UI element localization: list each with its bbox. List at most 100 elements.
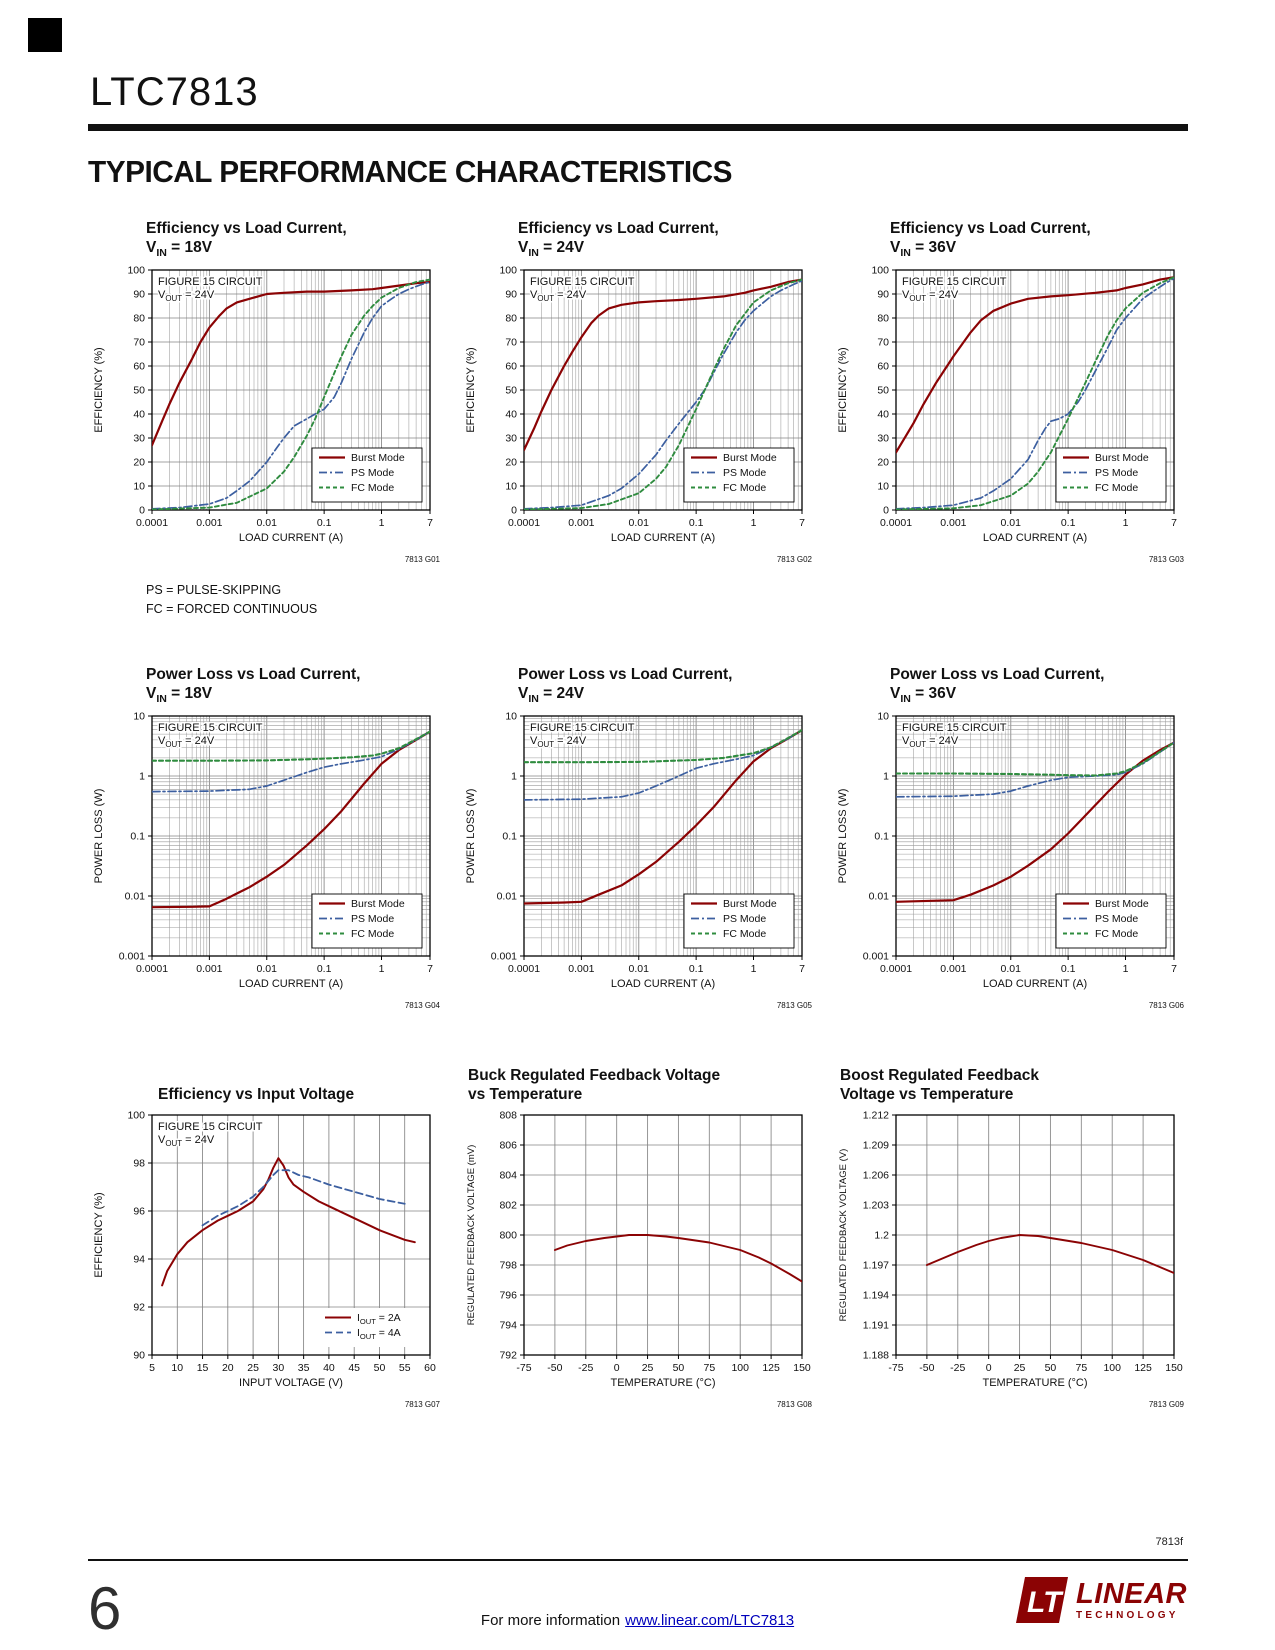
x-axis-label: LOAD CURRENT (A)	[983, 532, 1087, 544]
y-tick-label: 96	[133, 1205, 145, 1217]
y-tick-label: 50	[133, 385, 145, 397]
plot-border	[151, 1114, 431, 1356]
legend-label: Burst Mode	[1095, 452, 1149, 464]
y-tick-label: 50	[877, 385, 889, 397]
chart-title: Power Loss vs Load Current, VIN = 24V	[518, 665, 733, 705]
legend-label: PS Mode	[351, 467, 394, 479]
chart-canvas-efficiency-vin-24v: 0.0001 0.001 0.01 0.1 1 701020304050607080901…	[465, 265, 813, 565]
y-tick-label: 792	[499, 1349, 517, 1361]
y-tick-label: 0.01	[497, 890, 518, 902]
header-rule	[88, 124, 1188, 131]
chart-canvas-power-loss-vin-24v: 0.0001 0.001 0.01 0.1 1 70.0010.010.1110LOAD …	[465, 710, 813, 1010]
chart-boost-feedback-vs-temperature: Boost Regulated Feedback Voltage vs Tempe…	[832, 1061, 1188, 1418]
chart-title: Efficiency vs Input Voltage	[158, 1085, 355, 1103]
y-tick-label: 92	[133, 1301, 145, 1313]
x-tick-label: 1	[751, 517, 757, 529]
page-corner-mark	[28, 18, 62, 52]
y-tick-label: 808	[499, 1109, 517, 1121]
x-tick-label: 15	[197, 1362, 209, 1374]
y-tick-label: 10	[133, 710, 145, 722]
y-tick-label: 0.1	[502, 830, 517, 842]
y-tick-label: 80	[877, 313, 889, 325]
x-tick-label: 25	[247, 1362, 259, 1374]
linear-technology-logo: LT LINEAR TECHNOLOGY	[1015, 1576, 1187, 1624]
y-tick-label: 80	[133, 313, 145, 325]
chart-efficiency-vin-36v: Efficiency vs Load Current, VIN = 36V 0.00…	[832, 216, 1188, 620]
y-tick-label: 20	[877, 457, 889, 469]
footer-info: For more information www.linear.com/LTC78…	[0, 1612, 1275, 1629]
chart-canvas-efficiency-vin-18v: 0.0001 0.001 0.01 0.1 1 701020304050607080901…	[93, 265, 441, 565]
y-axis-label: REGULATED FEEDBACK VOLTAGE (mV)	[466, 1144, 477, 1325]
x-tick-label: 1	[1123, 517, 1129, 529]
chart-title: Efficiency vs Load Current, VIN = 24V	[518, 220, 719, 260]
y-tick-label: 0.001	[491, 950, 517, 962]
chart-annotation: FIGURE 15 CIRCUIT	[158, 1121, 263, 1133]
x-tick-label: 10	[171, 1362, 183, 1374]
y-tick-label: 90	[505, 289, 517, 301]
y-tick-label: 1	[883, 770, 889, 782]
legend-label: Burst Mode	[723, 452, 777, 464]
y-tick-label: 30	[877, 433, 889, 445]
y-tick-label: 1.209	[863, 1139, 889, 1151]
x-tick-label: 150	[1165, 1362, 1183, 1374]
y-tick-label: 50	[505, 385, 517, 397]
y-tick-label: 70	[133, 337, 145, 349]
y-axis-label: POWER LOSS (W)	[465, 788, 477, 883]
chart-annotation: VOUT = 24V	[158, 735, 215, 749]
x-axis-label: INPUT VOLTAGE (V)	[239, 1377, 343, 1389]
series-fc-mode	[896, 276, 1174, 510]
x-tick-label: 7	[427, 517, 433, 529]
y-axis-label: POWER LOSS (W)	[837, 788, 849, 883]
series-burst-mode	[152, 280, 430, 447]
x-tick-label: 35	[298, 1362, 310, 1374]
y-tick-label: 1.194	[863, 1289, 889, 1301]
x-tick-label: 20	[222, 1362, 234, 1374]
x-tick-label: 7	[799, 963, 805, 975]
series-buck-vfb	[553, 1233, 802, 1283]
y-axis-label: EFFICIENCY (%)	[837, 347, 849, 432]
x-tick-label: 25	[1014, 1362, 1026, 1374]
x-tick-label: 50	[673, 1362, 685, 1374]
series-fc-mode	[524, 728, 802, 763]
figure-code: 7813 G03	[1149, 555, 1185, 564]
x-tick-label: 100	[731, 1362, 749, 1374]
chart-power-loss-vin-18v: Power Loss vs Load Current, VIN = 18V 0.00…	[88, 662, 444, 1019]
y-tick-label: 0	[883, 505, 889, 517]
x-tick-label: 50	[1045, 1362, 1057, 1374]
y-tick-label: 1.188	[863, 1349, 889, 1361]
y-tick-label: 60	[505, 361, 517, 373]
x-tick-label: 1	[379, 963, 385, 975]
y-tick-label: 0.001	[863, 950, 889, 962]
x-tick-label: 0.0001	[880, 963, 912, 975]
y-tick-label: 1.197	[863, 1259, 889, 1271]
y-axis-label: REGULATED FEEDBACK VOLTAGE (V)	[838, 1148, 849, 1321]
figure-code: 7813 G05	[777, 1001, 813, 1010]
x-tick-label: 55	[399, 1362, 411, 1374]
x-tick-label: 125	[762, 1362, 780, 1374]
y-tick-label: 1.212	[863, 1109, 889, 1121]
x-tick-label: 0.1	[317, 517, 332, 529]
series-i-out-4a	[201, 1169, 406, 1227]
legend-label: PS Mode	[723, 913, 766, 925]
series-boost-vfb	[925, 1233, 1174, 1274]
legend-label: FC Mode	[723, 482, 766, 494]
x-tick-label: 0.001	[196, 963, 222, 975]
y-tick-label: 804	[499, 1169, 517, 1181]
series-ps-mode	[152, 281, 430, 510]
chart-annotation: FIGURE 15 CIRCUIT	[158, 722, 263, 734]
footer-link[interactable]: www.linear.com/LTC7813	[625, 1612, 795, 1629]
x-tick-label: 1	[379, 517, 385, 529]
x-tick-label: 30	[273, 1362, 285, 1374]
y-tick-label: 0.1	[130, 830, 145, 842]
chart-title: Power Loss vs Load Current, VIN = 36V	[890, 665, 1105, 705]
y-tick-label: 70	[877, 337, 889, 349]
chart-efficiency-vin-18v: Efficiency vs Load Current, VIN = 18V 0.00…	[88, 216, 444, 620]
x-tick-label: 0	[986, 1362, 992, 1374]
chart-title: Efficiency vs Load Current, VIN = 36V	[890, 220, 1091, 260]
x-tick-label: 125	[1134, 1362, 1152, 1374]
legend-label: FC Mode	[723, 928, 766, 940]
y-tick-label: 40	[505, 409, 517, 421]
series-burst-mode	[896, 276, 1174, 454]
y-tick-label: 0.1	[874, 830, 889, 842]
